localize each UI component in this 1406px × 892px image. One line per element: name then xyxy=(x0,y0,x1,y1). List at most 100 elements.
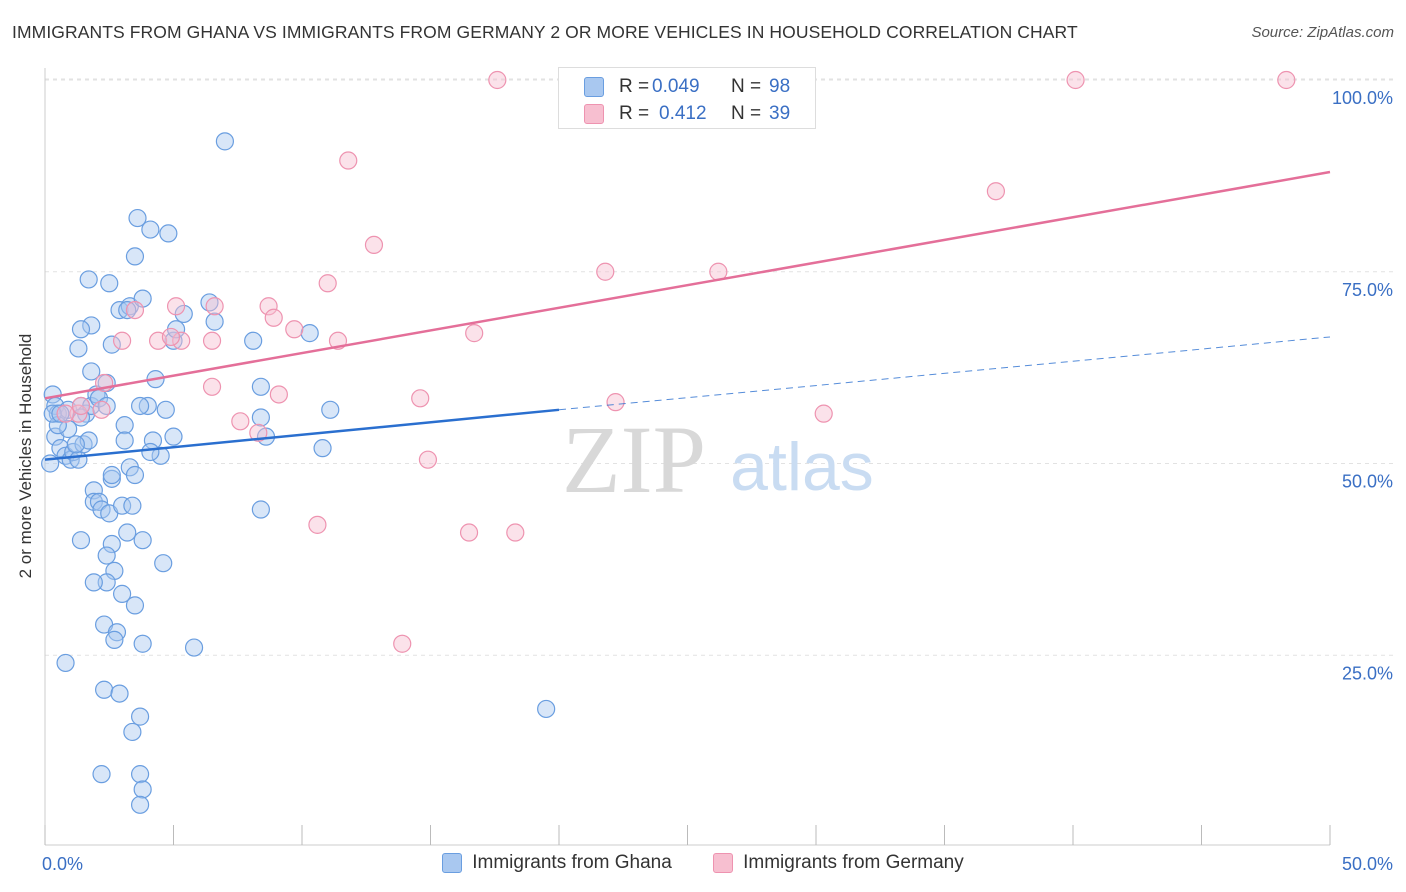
germany-point xyxy=(202,377,222,396)
germany-point xyxy=(285,320,304,339)
germany-point xyxy=(1066,70,1085,90)
tick-labels: 25.0% 50.0% 75.0% 100.0% 0.0% 50.0% xyxy=(42,88,1393,874)
legend-item-germany[interactable]: Immigrants from Germany xyxy=(713,852,964,874)
ghana-point xyxy=(133,634,152,653)
ghana-point xyxy=(300,324,319,343)
germany-point xyxy=(393,634,412,653)
ghana-point xyxy=(141,220,160,239)
ghana-point xyxy=(154,554,173,573)
ghana-point xyxy=(251,408,270,427)
gridlines xyxy=(45,78,1395,656)
ghana-point xyxy=(174,304,193,324)
ghana-point xyxy=(82,316,101,335)
ghana-point xyxy=(130,707,150,726)
source-label: Source: ZipAtlas.com xyxy=(1251,24,1394,41)
ghana-point xyxy=(115,416,134,435)
germany-point xyxy=(92,400,111,419)
ghana-point xyxy=(66,435,85,454)
ghana-point xyxy=(128,208,147,228)
ghana-point xyxy=(102,534,121,554)
germany-point xyxy=(249,423,268,442)
ghana-point xyxy=(84,573,103,592)
germany-point xyxy=(71,396,91,416)
germany-point xyxy=(418,450,438,469)
ghana-point xyxy=(105,630,124,650)
ghana-point xyxy=(244,331,263,350)
germany-point xyxy=(259,297,278,316)
germany-point xyxy=(606,393,625,412)
bottom-legend: Immigrants from Ghana Immigrants from Ge… xyxy=(0,852,1406,879)
germany-point xyxy=(56,404,75,423)
ghana-point xyxy=(69,339,88,358)
ghana-point xyxy=(97,573,116,592)
legend-label-germany: Immigrants from Germany xyxy=(743,852,964,873)
ghana-point xyxy=(110,684,129,703)
legend-item-ghana[interactable]: Immigrants from Ghana xyxy=(442,852,672,874)
y-axis-label: 2 or more Vehicles in Household xyxy=(16,333,35,579)
ghana-point xyxy=(112,496,132,515)
ghana-point xyxy=(321,400,340,419)
ghana-point xyxy=(79,270,98,289)
germany-point xyxy=(166,297,186,316)
stats-legend: R = 0.049 N = 98 R = 0.412 N = 39 xyxy=(558,67,816,129)
ghana-point xyxy=(84,492,103,511)
ghana-point xyxy=(102,469,121,488)
ghana-point xyxy=(71,320,91,339)
trend-lines xyxy=(44,170,1331,461)
ghana-point xyxy=(118,301,137,320)
ghana-point xyxy=(125,247,145,266)
legend-swatch-ghana xyxy=(442,853,463,873)
y-tick-label: 25.0% xyxy=(1342,663,1393,683)
germany-point xyxy=(205,297,224,316)
germany-point xyxy=(264,308,283,327)
germany-point xyxy=(1277,70,1296,90)
ghana-point xyxy=(138,396,157,416)
watermark-atlas: atlas xyxy=(730,429,874,505)
n-value-germany: 39 xyxy=(769,103,791,124)
ghana-point xyxy=(130,396,150,416)
ghana-point xyxy=(133,780,152,799)
ghana-point xyxy=(97,546,116,565)
ghana-point xyxy=(125,596,145,615)
germany-point xyxy=(814,404,833,423)
germany-swatch xyxy=(584,104,604,124)
ghana-point xyxy=(123,722,142,742)
germany-point xyxy=(986,182,1006,201)
ghana-point xyxy=(123,496,142,515)
ghana-point xyxy=(69,450,88,469)
ghana-point xyxy=(110,301,129,320)
germany-point xyxy=(125,301,145,320)
r-value-ghana: 0.049 xyxy=(652,76,700,97)
germany-points xyxy=(56,70,1296,653)
n-label-ghana: N = xyxy=(731,76,762,97)
ghana-point xyxy=(56,653,75,673)
x-tick-label-max: 50.0% xyxy=(1342,854,1393,874)
ghana-point xyxy=(59,419,78,439)
ghana-point xyxy=(130,765,150,784)
r-label-ghana: R = xyxy=(619,76,650,97)
axes xyxy=(44,68,1331,846)
ghana-trend-dashed xyxy=(558,336,1331,411)
watermark-zip: ZIP xyxy=(562,406,706,513)
germany-point xyxy=(488,70,507,90)
x-tick-label-min: 0.0% xyxy=(42,854,83,874)
chart-title: IMMIGRANTS FROM GHANA VS IMMIGRANTS FROM… xyxy=(12,22,1078,42)
ghana-point xyxy=(251,500,270,519)
y-tick-label: 75.0% xyxy=(1342,280,1393,300)
germany-point xyxy=(506,523,525,542)
germany-point xyxy=(459,523,479,542)
germany-point xyxy=(364,235,384,255)
germany-point xyxy=(465,324,484,343)
germany-point xyxy=(269,385,288,404)
r-label-germany: R = xyxy=(619,103,650,124)
ghana-point xyxy=(164,427,183,446)
ghana-point xyxy=(112,584,132,603)
ghana-point xyxy=(251,377,270,396)
ghana-point xyxy=(82,362,101,381)
ghana-point xyxy=(205,312,224,331)
germany-trend-line xyxy=(44,170,1331,400)
germany-point xyxy=(231,412,250,431)
legend-swatch-germany xyxy=(713,853,734,873)
ghana-point xyxy=(130,795,150,814)
